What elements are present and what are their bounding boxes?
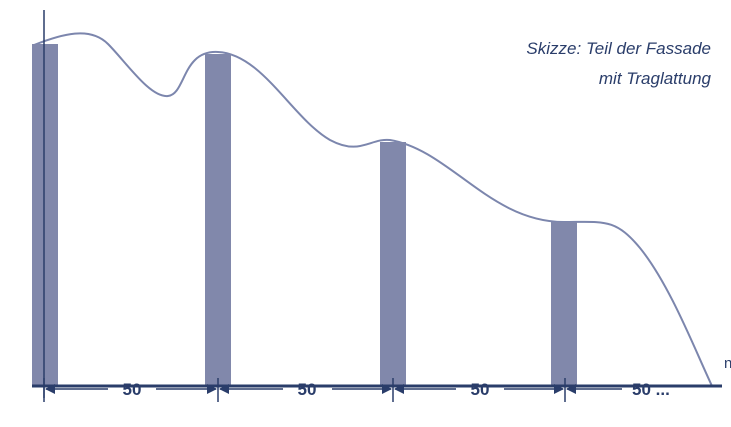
edge-label: n: [724, 355, 731, 372]
dimension-label-2: 50: [298, 380, 317, 399]
batten-2: [205, 54, 231, 386]
facade-outline-curve: [33, 32, 713, 387]
dimension-label-1: 50: [123, 380, 142, 399]
batten-1: [32, 44, 58, 386]
batten-3: [380, 142, 406, 386]
batten-4: [551, 222, 577, 386]
caption-line-2: mit Traglattung: [598, 69, 711, 88]
sketch-caption: Skizze: Teil der Fassade mit Traglattung: [526, 34, 711, 94]
dimension-label-3: 50: [471, 380, 490, 399]
dimension-label-4: 50 ...: [632, 380, 670, 399]
caption-line-1: Skizze: Teil der Fassade: [526, 39, 711, 58]
